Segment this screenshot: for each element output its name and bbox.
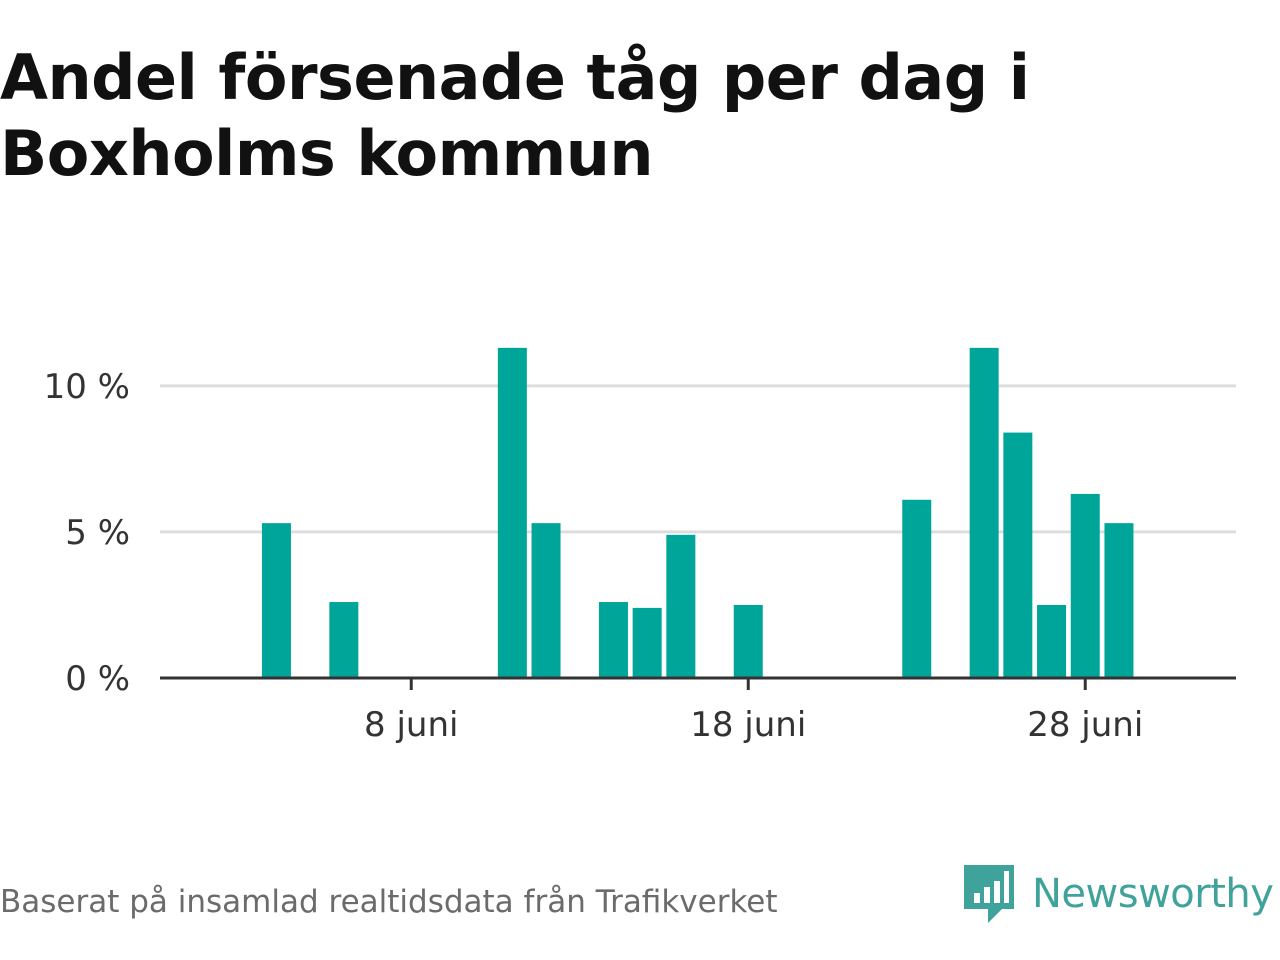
bars [261,347,1134,678]
bar [598,602,628,678]
bar [261,523,291,678]
x-tick-label: 28 juni [1027,705,1143,745]
bar [632,607,662,678]
bar [733,604,763,678]
source-note: Baserat på insamlad realtidsdata från Tr… [0,884,778,920]
bar [531,523,561,678]
bar [497,347,527,678]
bar [666,534,696,678]
axes: 0 % 5 % 10 % 8 juni 18 juni 28 juni [44,367,1236,745]
bar [329,602,359,678]
x-tick-label: 8 juni [364,705,458,745]
bar [969,347,999,678]
y-tick-label: 10 % [44,367,130,407]
brand-logo: Newsworthy [964,862,1274,926]
brand-name: Newsworthy [1032,871,1274,917]
y-tick-label: 0 % [65,659,130,699]
y-tick-label: 5 % [65,513,130,553]
bar [1104,523,1134,678]
newsworthy-logo-icon [964,865,1014,923]
bar [902,499,932,678]
chart-title: Andel försenade tåg per dag i Boxholms k… [0,41,1030,190]
bar [1070,493,1100,678]
bar [1037,604,1067,678]
bar [1003,432,1033,678]
x-tick-label: 18 juni [690,705,806,745]
gridlines [160,384,1236,534]
